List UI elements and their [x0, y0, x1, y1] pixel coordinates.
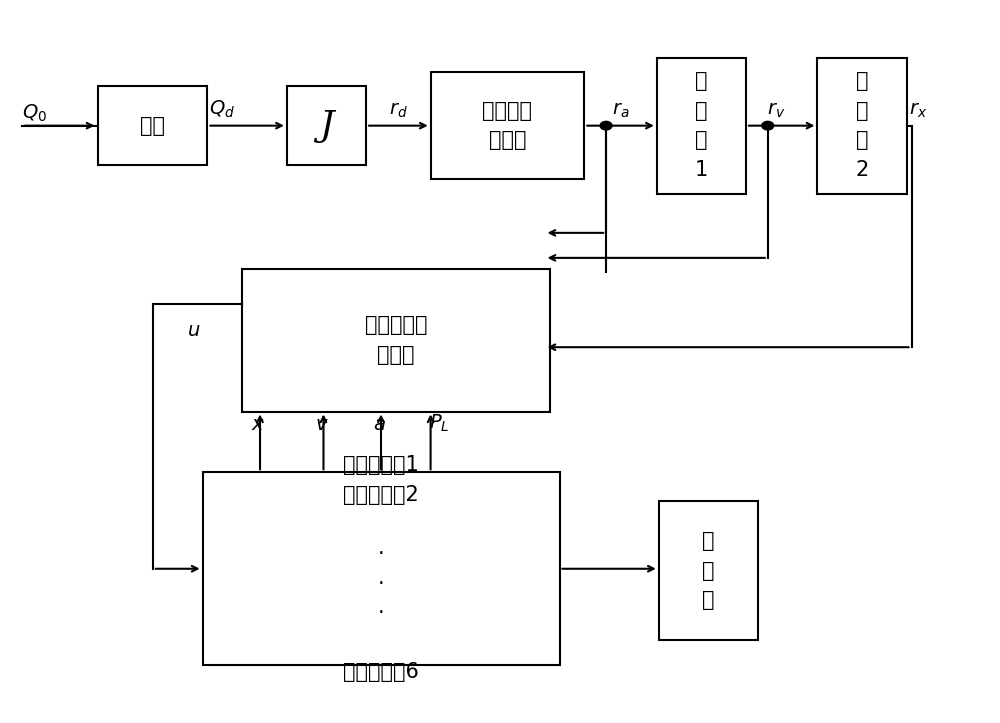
Text: 干扰力抑制
控制器: 干扰力抑制 控制器 [365, 315, 427, 365]
Text: $a$: $a$ [373, 416, 385, 435]
Text: 上
平
台: 上 平 台 [702, 531, 715, 610]
Text: $v$: $v$ [315, 416, 328, 435]
Text: $P_L$: $P_L$ [429, 413, 449, 435]
Circle shape [762, 121, 774, 130]
Bar [817, 58, 907, 194]
Text: $r_d$: $r_d$ [389, 101, 408, 120]
Bar [659, 501, 758, 641]
Circle shape [600, 121, 612, 130]
Text: 顺馈: 顺馈 [140, 116, 165, 136]
Bar [242, 268, 550, 411]
Text: 阀控缸机构1
阀控缸机构2

·
·
·

阀控缸机构6: 阀控缸机构1 阀控缸机构2 · · · 阀控缸机构6 [343, 455, 419, 683]
Bar [203, 472, 560, 665]
Text: $x$: $x$ [251, 416, 265, 435]
Bar [431, 72, 584, 179]
Text: $r_v$: $r_v$ [767, 101, 785, 120]
Text: $Q_0$: $Q_0$ [22, 102, 47, 124]
Text: $r_x$: $r_x$ [909, 101, 927, 120]
Text: J: J [319, 108, 334, 142]
Text: 积
分
器
2: 积 分 器 2 [855, 72, 869, 180]
Bar [287, 86, 366, 165]
Text: $r_a$: $r_a$ [612, 101, 630, 120]
Text: $Q_d$: $Q_d$ [209, 98, 235, 120]
Text: $u$: $u$ [187, 321, 201, 341]
Text: 积
分
器
1: 积 分 器 1 [695, 72, 708, 180]
Text: 参考信号
发生器: 参考信号 发生器 [482, 101, 532, 150]
Bar [657, 58, 746, 194]
Bar [98, 86, 207, 165]
